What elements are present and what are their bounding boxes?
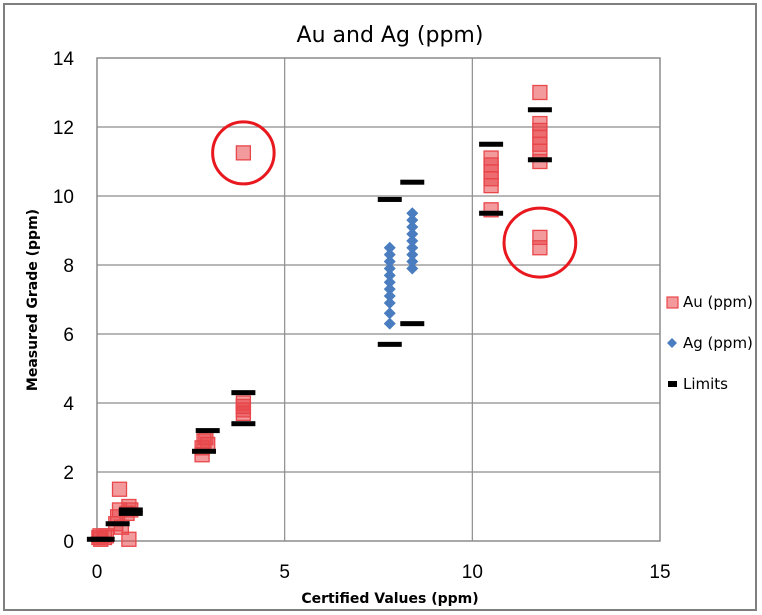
limit-mark: [400, 179, 425, 185]
au-point: [121, 531, 137, 547]
au-point: [532, 229, 548, 246]
x-tick-label: 10: [462, 562, 483, 583]
ag-point: [383, 296, 396, 309]
au-point: [532, 115, 548, 132]
ag-point: [406, 207, 419, 220]
legend-item: Au (ppm): [666, 293, 753, 311]
x-tick-labels: 0 5 10 15: [92, 562, 671, 583]
chart-title: Au and Ag (ppm): [297, 23, 484, 48]
y-tick-label: 4: [63, 394, 74, 415]
limit-mark: [118, 507, 143, 513]
ag-point: [406, 255, 419, 268]
y-tick-label: 14: [53, 49, 75, 70]
limit-mark: [195, 428, 220, 434]
limit-mark: [231, 421, 256, 427]
x-tick-label: 5: [279, 562, 290, 583]
y-tick-label: 2: [63, 463, 74, 484]
ag-point: [406, 221, 419, 234]
y-tick-label: 0: [63, 532, 74, 553]
limit-mark: [90, 536, 115, 542]
annotation-circle: [211, 120, 276, 186]
ag-point: [383, 241, 396, 254]
y-axis-label: Measured Grade (ppm): [25, 209, 41, 391]
au-point: [532, 84, 548, 101]
annotation-circle: [502, 206, 578, 279]
limit-mark: [527, 157, 552, 163]
ag-point: [406, 241, 419, 254]
limit-mark: [231, 390, 256, 396]
limit-mark: [479, 210, 504, 216]
limit-mark: [377, 196, 402, 202]
x-tick-label: 15: [649, 562, 670, 583]
ag-point: [383, 255, 396, 268]
limit-mark: [479, 141, 504, 147]
limit-mark: [118, 510, 143, 516]
limit-mark: [105, 521, 130, 527]
au-point: [235, 402, 252, 418]
annotation-circles: [211, 120, 578, 279]
ag-point: [406, 248, 419, 261]
ag-point: [383, 317, 396, 330]
limit-mark: [527, 107, 552, 113]
legend-item: Ag (ppm): [667, 334, 753, 352]
legend-label: Ag (ppm): [683, 334, 753, 352]
plot-area: [96, 57, 661, 542]
legend-item: Limits: [668, 375, 728, 393]
ag-point: [406, 227, 419, 240]
legend-label: Limits: [683, 375, 728, 393]
ag-point: [383, 290, 396, 303]
ag-point: [406, 262, 419, 275]
au-point: [483, 150, 499, 166]
legend-swatch: [667, 338, 677, 348]
au-point: [235, 145, 252, 161]
y-tick-label: 8: [63, 256, 74, 277]
y-tick-labels: 0 2 4 6 8 10 12 14: [53, 49, 75, 553]
ag-point: [383, 307, 396, 320]
limit-mark: [377, 341, 402, 347]
legend: Au (ppm) Ag (ppm) Limits: [666, 293, 753, 393]
limit-mark: [400, 321, 425, 327]
y-tick-label: 10: [53, 187, 74, 208]
y-tick-label: 12: [53, 118, 74, 139]
au-point: [111, 481, 128, 497]
legend-swatch: [668, 381, 677, 387]
y-tick-label: 6: [63, 325, 74, 346]
ag-point: [383, 269, 396, 282]
ag-point: [383, 276, 396, 289]
gridlines: [97, 58, 660, 541]
legend-label: Au (ppm): [683, 293, 753, 311]
ag-point: [383, 248, 396, 261]
limit-mark: [191, 448, 216, 454]
ag-point: [383, 262, 396, 275]
data-marks: [86, 84, 552, 547]
legend-swatch: [666, 296, 679, 309]
x-axis-label: Certified Values (ppm): [301, 591, 478, 607]
ag-point: [383, 283, 396, 296]
ag-point: [406, 234, 419, 247]
x-tick-label: 0: [92, 562, 103, 583]
ag-point: [406, 214, 419, 227]
